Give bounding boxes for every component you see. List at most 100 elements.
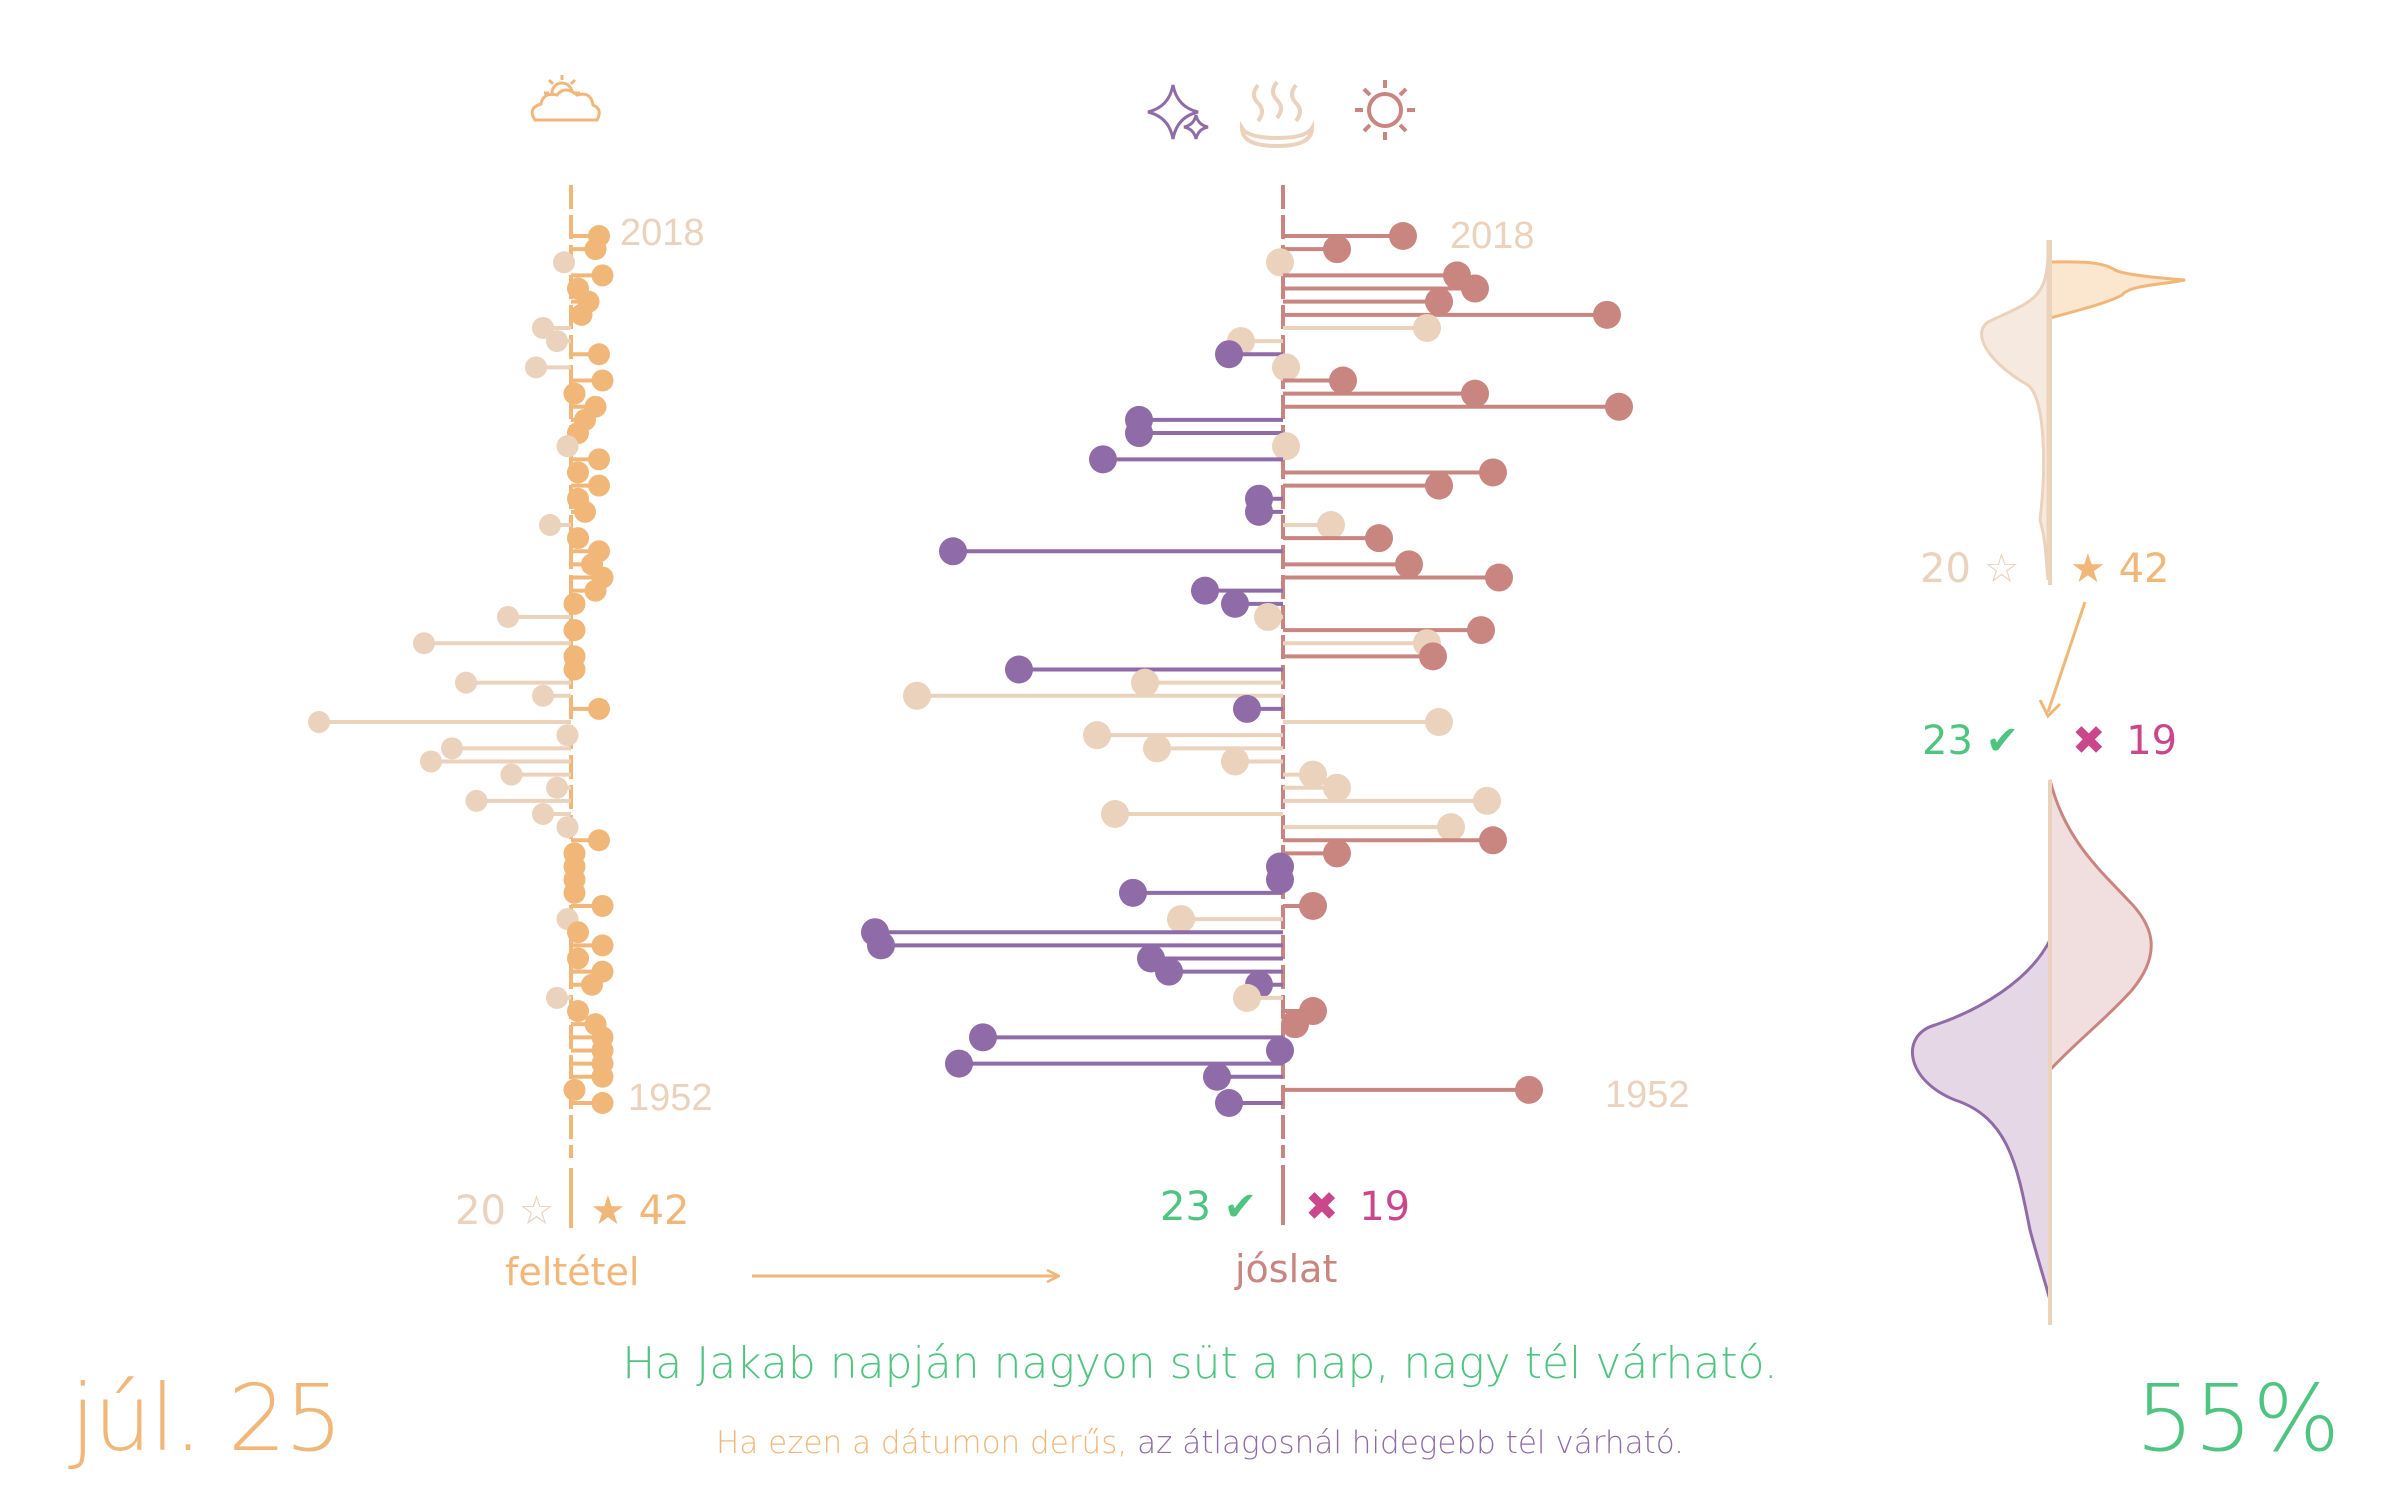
cross-icon: ✖ (1305, 1184, 1339, 1230)
prediction-point-1955 (945, 1049, 973, 1078)
condition-year-top: 2018 (620, 212, 705, 254)
prediction-point-1997 (1245, 497, 1273, 526)
condition-false-value: 20 (455, 1188, 506, 1234)
prediction-point-1981 (1425, 708, 1453, 737)
prediction-point-1983 (903, 681, 931, 710)
saying-explanation: Ha ezen a dátumon derűs, az átlagosnál h… (0, 1425, 2400, 1461)
dist-cross-icon: ✖ (2072, 718, 2106, 764)
prediction-point-1966 (1167, 905, 1195, 934)
prediction-point-1962 (1155, 957, 1183, 986)
prediction-point-2009 (1215, 340, 1243, 369)
prediction-point-1977 (1299, 760, 1327, 789)
condition-year-bottom: 1952 (628, 1077, 713, 1119)
prediction-point-1982 (1233, 694, 1261, 723)
condition-point-1977 (500, 763, 523, 786)
condition-point-1984 (455, 671, 477, 694)
sparkles-icon (1147, 84, 1209, 140)
dist-condition-true-count: ★ 42 (2070, 546, 2169, 592)
condition-point-2016 (553, 251, 575, 274)
prediction-point-1994 (939, 537, 967, 566)
prediction-point-1996 (1317, 511, 1345, 539)
condition-point-1975 (465, 789, 488, 812)
condition-point-2008 (525, 356, 547, 379)
dist-condition-false-count: 20 ☆ (1920, 546, 2019, 592)
prediction-point-1973 (1437, 813, 1465, 842)
prediction-point-2016 (1266, 248, 1294, 277)
prediction-correct-value: 23 (1160, 1184, 1211, 1230)
condition-label: feltétel (505, 1250, 640, 1294)
condition-point-2006 (563, 382, 586, 405)
prediction-point-1958 (1281, 1010, 1309, 1039)
condition-distribution (1980, 239, 2186, 585)
prediction-point-1968 (1119, 878, 1147, 907)
condition-point-1996 (539, 514, 561, 536)
prediction-label: jóslat (1235, 1247, 1338, 1291)
condition-point-1976 (546, 776, 568, 799)
empty-star-icon: ☆ (518, 1188, 555, 1234)
condition-lollipops (308, 225, 614, 1114)
prediction-wrong-count: ✖ 19 (1305, 1184, 1410, 1230)
prediction-point-2017 (1323, 235, 1351, 264)
condition-point-1989 (497, 605, 519, 628)
condition-point-1995 (567, 527, 589, 550)
condition-point-1961 (581, 973, 603, 996)
prediction-point-1995 (1365, 524, 1393, 553)
condition-point-1990 (563, 592, 586, 615)
prediction-point-2002 (1272, 432, 1300, 461)
dist-filled-star-icon: ★ (2070, 546, 2106, 592)
prediction-point-2008 (1272, 353, 1300, 382)
prediction-point-1954 (1203, 1062, 1231, 1091)
prediction-point-1988 (1467, 616, 1495, 645)
prediction-correct-count: 23 ✔ (1160, 1184, 1257, 1230)
condition-point-1967 (591, 894, 614, 917)
prediction-year-bottom: 1952 (1605, 1074, 1690, 1116)
prediction-point-2001 (1089, 445, 1117, 474)
condition-point-2007 (591, 369, 614, 392)
condition-point-1964 (591, 934, 614, 957)
prediction-point-1980 (1083, 721, 1111, 750)
prediction-point-2003 (1125, 419, 1153, 448)
condition-point-2010 (546, 330, 568, 353)
prediction-wrong-value: 19 (1359, 1184, 1411, 1230)
sun-icon (1355, 80, 1415, 140)
prediction-point-1974 (1101, 800, 1129, 828)
prediction-point-1956 (1266, 1036, 1294, 1065)
condition-point-1974 (532, 803, 554, 825)
prediction-point-1999 (1425, 471, 1453, 500)
prediction-point-2018 (1389, 222, 1417, 250)
condition-point-1978 (420, 750, 442, 773)
condition-point-1965 (567, 921, 589, 944)
prediction-point-1967 (1299, 891, 1327, 920)
dist-condition-false-value: 20 (1920, 546, 1971, 592)
condition-point-1999 (588, 474, 610, 497)
condition-point-1987 (413, 632, 435, 655)
condition-point-1988 (563, 619, 586, 642)
prediction-point-1953 (1515, 1075, 1543, 1104)
dist-prediction-wrong-count: ✖ 19 (2072, 718, 2177, 764)
condition-point-1960 (546, 986, 568, 1009)
prediction-point-2007 (1329, 366, 1357, 395)
prediction-point-2014 (1461, 274, 1489, 303)
prediction-point-1960 (1233, 983, 1261, 1012)
condition-true-count: ★ 42 (590, 1188, 689, 1234)
condition-point-1953 (563, 1078, 586, 1101)
dist-condition-true-value: 42 (2118, 546, 2170, 592)
condition-point-1997 (574, 500, 596, 523)
prediction-point-1975 (1473, 786, 1501, 815)
condition-point-1963 (567, 947, 589, 970)
prediction-point-1989 (1254, 602, 1282, 631)
dist-prediction-correct-value: 23 (1922, 718, 1973, 764)
condition-point-1981 (308, 711, 330, 734)
date-label: júl. 25 (70, 1365, 343, 1472)
prediction-point-1969 (1266, 865, 1294, 894)
prediction-point-1964 (867, 931, 895, 960)
dist-checkmark-icon: ✔ (1985, 718, 2020, 764)
distribution-arrow (2046, 601, 2087, 713)
condition-point-1952 (591, 1092, 614, 1114)
prediction-point-1992 (1485, 563, 1513, 592)
prediction-point-1984 (1131, 668, 1159, 697)
condition-point-1959 (567, 1000, 589, 1023)
filled-star-icon: ★ (590, 1188, 626, 1234)
prediction-point-1985 (1005, 655, 1033, 684)
